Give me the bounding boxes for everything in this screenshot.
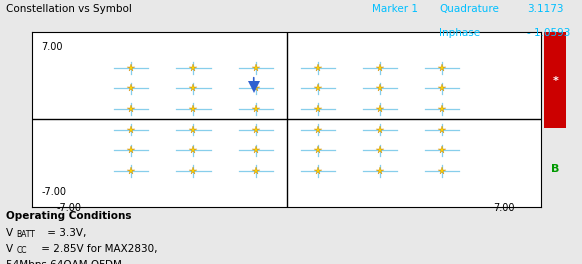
Text: -7.00: -7.00 [41, 187, 66, 197]
Text: CC: CC [16, 246, 27, 254]
Text: = 3.3V,: = 3.3V, [44, 228, 86, 238]
Text: V: V [6, 228, 13, 238]
Text: -7.00: -7.00 [57, 203, 82, 213]
Text: *: * [552, 76, 558, 86]
Text: 54Mbps 64QAM OFDM: 54Mbps 64QAM OFDM [6, 260, 122, 264]
Text: Operating Conditions: Operating Conditions [6, 211, 132, 221]
Text: 7.00: 7.00 [494, 203, 514, 213]
Text: Quadrature: Quadrature [439, 4, 499, 14]
Text: 7.00: 7.00 [41, 42, 63, 52]
Text: V: V [6, 244, 13, 254]
Text: Marker 1: Marker 1 [372, 4, 418, 14]
Text: Constellation vs Symbol: Constellation vs Symbol [6, 4, 132, 14]
Text: = 2.85V for MAX2830,: = 2.85V for MAX2830, [38, 244, 157, 254]
Text: BATT: BATT [16, 230, 35, 239]
Text: - 1.0593: - 1.0593 [527, 28, 570, 38]
Text: 3.1173: 3.1173 [527, 4, 563, 14]
Text: Inphase: Inphase [439, 28, 481, 38]
Text: B: B [551, 164, 559, 174]
Bar [544, 32, 566, 128]
